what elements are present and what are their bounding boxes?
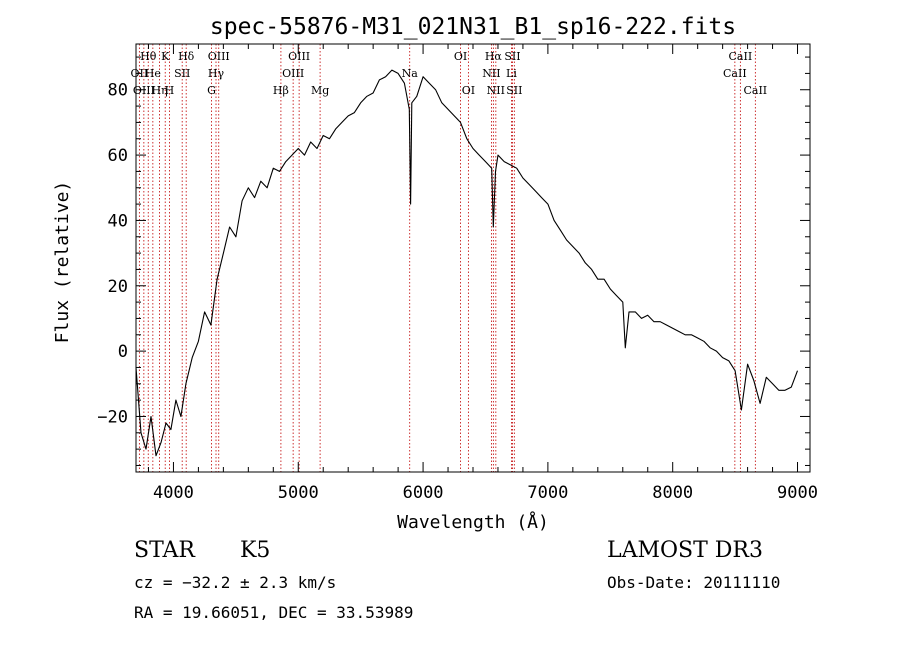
- line-label-23: Li: [506, 67, 517, 80]
- object-subclass: K5: [240, 538, 271, 563]
- line-label-4: Hη: [151, 84, 167, 97]
- coordinates: RA = 19.66051, DEC = 33.53989: [134, 603, 414, 622]
- survey-name: LAMOST DR3: [607, 538, 763, 563]
- line-label-8: Hδ: [178, 50, 195, 63]
- redshift-velocity: cz = −32.2 ± 2.3 km/s: [134, 573, 337, 592]
- line-label-5: K: [161, 50, 170, 63]
- observation-date: Obs-Date: 20111110: [607, 573, 781, 592]
- line-label-3: He: [145, 67, 161, 80]
- x-tick-label-3: 7000: [527, 483, 568, 503]
- line-label-0: Hθ: [140, 50, 157, 63]
- line-label-10: Hγ: [208, 67, 225, 80]
- line-label-15: Mg: [311, 84, 329, 97]
- line-label-19: Hα: [485, 50, 503, 63]
- line-labels: Hθ OII OIII He Hη K SII H Hδ OIII Hγ G Hβ OIII OIII Mg N…: [131, 50, 768, 97]
- y-tick-label-3: 40: [108, 211, 128, 231]
- y-tick-label-1: 0: [118, 342, 128, 362]
- y-tick-label-5: 80: [108, 81, 128, 101]
- x-tick-label-1: 5000: [278, 483, 319, 503]
- line-label-6: SII: [174, 67, 190, 80]
- line-label-17: OI: [454, 50, 467, 63]
- line-label-21: NII: [487, 84, 505, 97]
- spectrum-chart: 4000 5000 6000 7000 8000 9000 −20 0 20 40 60 80 Hθ O…: [52, 14, 818, 533]
- y-axis-label: Flux (relative): [52, 181, 73, 344]
- x-axis-label: Wavelength (Å): [397, 511, 549, 533]
- chart-title: spec-55876-M31_021N31_B1_sp16-222.fits: [210, 14, 736, 40]
- line-label-18: OI: [462, 84, 475, 97]
- x-tick-label-2: 6000: [403, 483, 444, 503]
- y-tick-label-4: 60: [108, 146, 128, 166]
- line-label-14: OIII: [288, 50, 310, 63]
- line-label-20: NII: [482, 67, 500, 80]
- line-label-7: H: [165, 84, 175, 97]
- x-tick-label-0: 4000: [153, 483, 194, 503]
- line-label-25: CaII: [729, 50, 753, 63]
- axis-ticks: 4000 5000 6000 7000 8000 9000 −20 0 20 40 60 80: [97, 44, 818, 503]
- line-markers: [138, 44, 756, 472]
- line-label-2: OIII: [133, 84, 155, 97]
- line-label-12: Hβ: [273, 84, 289, 97]
- y-tick-label-0: −20: [97, 407, 128, 427]
- x-tick-label-5: 9000: [777, 483, 818, 503]
- line-label-22: SII: [504, 50, 520, 63]
- spectrum-line: [135, 69, 799, 457]
- line-label-24: SII: [506, 84, 522, 97]
- object-class: STAR: [134, 538, 195, 563]
- line-label-13: OIII: [282, 67, 304, 80]
- line-label-16: Na: [402, 67, 419, 80]
- y-tick-label-2: 20: [108, 277, 128, 297]
- line-label-27: CaII: [743, 84, 767, 97]
- line-label-26: CaII: [723, 67, 747, 80]
- line-label-11: G: [207, 84, 216, 97]
- plot-frame: [135, 43, 811, 473]
- line-label-9: OIII: [208, 50, 230, 63]
- x-tick-label-4: 8000: [652, 483, 693, 503]
- line-label-1: OII: [131, 67, 149, 80]
